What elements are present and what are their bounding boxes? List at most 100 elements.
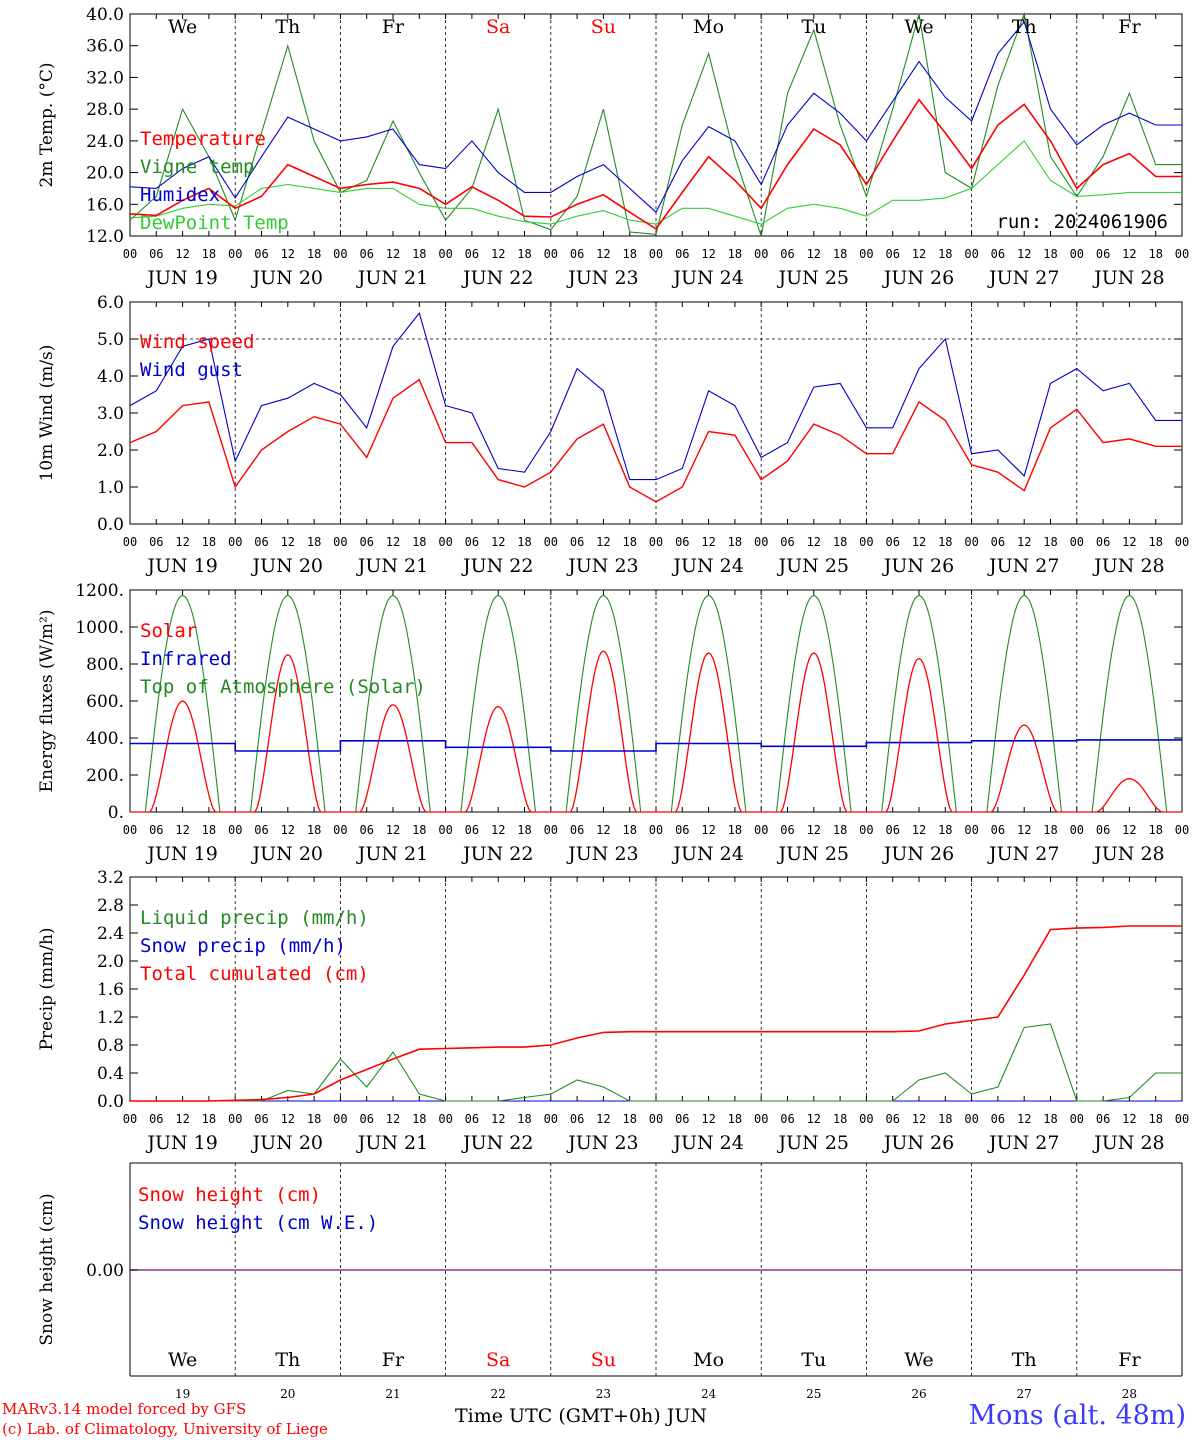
x-hour-label: 18 xyxy=(938,1112,952,1126)
y-tick-label: 1.0 xyxy=(97,478,124,498)
weekday-label: We xyxy=(904,16,933,38)
y-tick-label: 2.8 xyxy=(97,896,124,916)
x-date-label: JUN 26 xyxy=(882,267,954,289)
x-hour-label: 06 xyxy=(359,535,373,549)
x-hour-label: 18 xyxy=(1043,1112,1057,1126)
legend-entry: Snow height (cm) xyxy=(138,1184,321,1206)
x-hour-label: 18 xyxy=(622,535,636,549)
x-hour-label: 18 xyxy=(728,247,742,261)
x-hour-label: 18 xyxy=(307,1112,321,1126)
x-hour-label: 00 xyxy=(649,535,663,549)
x-date-label: JUN 20 xyxy=(251,843,323,865)
wind-gust-line xyxy=(129,311,1182,481)
temperature-line xyxy=(129,98,1182,230)
x-hour-label: 00 xyxy=(123,535,137,549)
legend-entry: Wind speed xyxy=(140,331,254,353)
x-date-label: JUN 20 xyxy=(251,267,323,289)
x-hour-label: 12 xyxy=(596,535,610,549)
weekday-label: Th xyxy=(275,1349,300,1371)
x-hour-label: 12 xyxy=(281,535,295,549)
y-tick-label: 5.0 xyxy=(97,330,124,350)
weekday-label: Tu xyxy=(801,1349,826,1371)
y-tick-label: 4.0 xyxy=(97,367,124,387)
y-tick-label: 32.0 xyxy=(86,68,124,88)
y-tick-label: 3.2 xyxy=(97,868,124,888)
legend-entry: Top of Atmosphere (Solar) xyxy=(140,676,426,698)
x-hour-label: 00 xyxy=(333,247,347,261)
y-tick-label: 0.0 xyxy=(97,1092,124,1112)
y-axis-label: 2m Temp. (°C) xyxy=(37,62,57,187)
x-date-label: JUN 23 xyxy=(566,267,638,289)
x-hour-label: 18 xyxy=(1043,823,1057,837)
x-hour-label: 12 xyxy=(386,535,400,549)
x-date-label: JUN 26 xyxy=(882,555,954,577)
x-hour-label: 18 xyxy=(1148,1112,1162,1126)
legend-entry: Infrared xyxy=(140,648,232,670)
weekday-label: Th xyxy=(275,16,300,38)
x-hour-label: 12 xyxy=(491,535,505,549)
y-tick-label: 36.0 xyxy=(86,37,124,57)
x-date-label: JUN 25 xyxy=(777,843,849,865)
x-date-label: JUN 23 xyxy=(566,1132,638,1154)
x-date-label: JUN 19 xyxy=(145,555,217,577)
x-hour-label: 18 xyxy=(833,535,847,549)
x-hour-label: 06 xyxy=(780,1112,794,1126)
x-hour-label: 12 xyxy=(386,823,400,837)
x-hour-label: 06 xyxy=(149,247,163,261)
x-hour-label: 12 xyxy=(491,823,505,837)
legend-entry: Solar xyxy=(140,620,197,642)
day-number-label: 25 xyxy=(806,1387,821,1401)
y-tick-label: 600. xyxy=(86,692,124,712)
x-hour-label: 12 xyxy=(701,535,715,549)
x-date-label: JUN 21 xyxy=(356,843,428,865)
weekday-label: Tu xyxy=(801,16,826,38)
x-hour-label: 12 xyxy=(807,247,821,261)
x-hour-label: 12 xyxy=(912,535,926,549)
weekday-label: Su xyxy=(591,1349,616,1371)
x-date-label: JUN 21 xyxy=(356,1132,428,1154)
x-hour-label: 00 xyxy=(123,247,137,261)
legend-entry: DewPoint Temp xyxy=(140,212,289,234)
x-date-label: JUN 28 xyxy=(1092,843,1164,865)
total-cumulated-line xyxy=(130,925,1182,1102)
x-hour-label: 06 xyxy=(1096,1112,1110,1126)
day-number-label: 23 xyxy=(596,1387,611,1401)
x-hour-label: 18 xyxy=(1043,247,1057,261)
x-hour-label: 06 xyxy=(885,247,899,261)
day-number-label: 20 xyxy=(280,1387,295,1401)
x-hour-label: 00 xyxy=(1070,823,1084,837)
x-hour-label: 18 xyxy=(1043,535,1057,549)
weekday-label: Su xyxy=(591,16,616,38)
x-hour-label: 18 xyxy=(1148,823,1162,837)
footer-model: MARv3.14 model forced by GFS xyxy=(2,1400,247,1418)
x-hour-label: 18 xyxy=(307,247,321,261)
run-label: run: 2024061906 xyxy=(996,211,1168,233)
x-hour-label: 06 xyxy=(675,823,689,837)
x-hour-label: 00 xyxy=(544,823,558,837)
x-hour-label: 00 xyxy=(859,823,873,837)
weekday-label: Th xyxy=(1012,16,1037,38)
x-date-label: JUN 26 xyxy=(882,1132,954,1154)
legend-entry: Vigne temp xyxy=(140,156,254,178)
x-hour-label: 06 xyxy=(675,535,689,549)
x-hour-label: 00 xyxy=(964,823,978,837)
x-hour-label: 06 xyxy=(570,247,584,261)
x-hour-label: 12 xyxy=(912,247,926,261)
x-date-label: JUN 27 xyxy=(987,843,1059,865)
x-hour-label: 00 xyxy=(859,535,873,549)
x-hour-label: 00 xyxy=(1175,247,1189,261)
x-date-label: JUN 21 xyxy=(356,267,428,289)
x-date-label: JUN 28 xyxy=(1092,555,1164,577)
x-hour-label: 06 xyxy=(359,823,373,837)
x-date-label: JUN 19 xyxy=(145,1132,217,1154)
x-hour-label: 12 xyxy=(491,247,505,261)
x-hour-label: 18 xyxy=(202,1112,216,1126)
vigne-temp-line xyxy=(129,11,1182,237)
y-axis-label: 10m Wind (m/s) xyxy=(37,345,57,482)
weekday-label: Mo xyxy=(693,1349,724,1371)
legend-entry: Liquid precip (mm/h) xyxy=(140,907,369,929)
x-date-label: JUN 23 xyxy=(566,555,638,577)
x-hour-label: 00 xyxy=(123,823,137,837)
legend-entry: Temperature xyxy=(140,128,266,150)
x-hour-label: 12 xyxy=(1122,823,1136,837)
